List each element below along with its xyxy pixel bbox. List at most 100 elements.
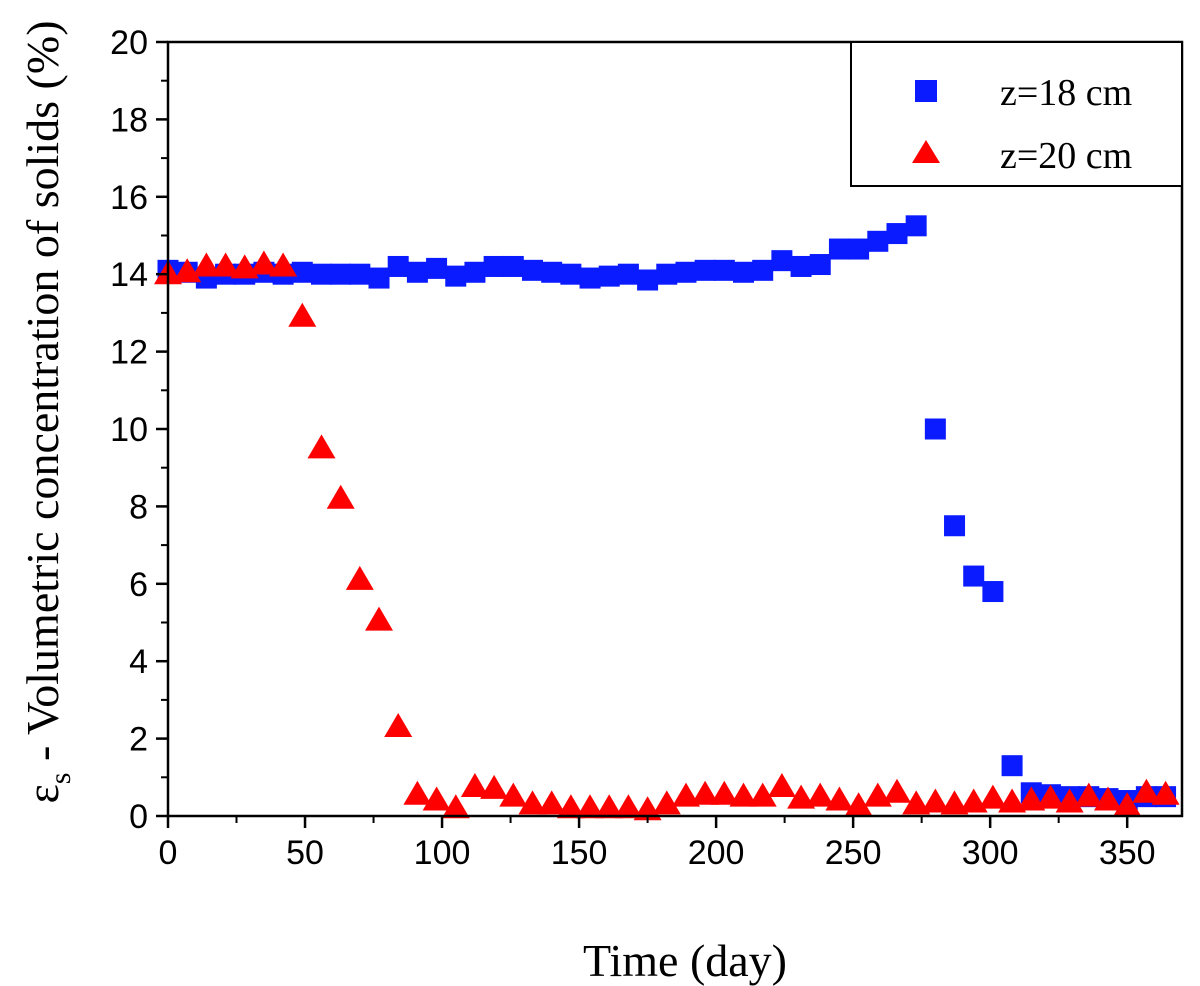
data-point-z20 — [518, 790, 547, 815]
data-point-z18 — [886, 223, 908, 245]
x-tick-label: 250 — [825, 834, 882, 872]
y-tick-label: 6 — [129, 566, 148, 604]
data-point-z20 — [940, 790, 969, 815]
data-point-z18 — [848, 238, 870, 260]
data-point-z20 — [269, 252, 298, 277]
data-point-z18 — [828, 238, 850, 260]
data-point-z18 — [387, 255, 409, 277]
data-point-z18 — [637, 269, 659, 291]
x-axis: 0 50 100 150 200 250 300 350 — [159, 816, 1156, 872]
x-axis-title: Time (day) — [583, 935, 787, 986]
data-point-z20 — [863, 782, 892, 807]
y-tick-label: 14 — [110, 256, 148, 294]
data-point-z18 — [560, 263, 582, 285]
data-point-z20 — [844, 792, 873, 817]
data-point-z20 — [748, 782, 777, 807]
data-point-z20 — [1094, 786, 1122, 811]
data-point-z18 — [617, 263, 639, 285]
data-point-z20 — [652, 790, 681, 815]
data-point-z20 — [921, 788, 950, 813]
data-point-z20 — [672, 782, 700, 807]
legend-box — [850, 41, 1183, 187]
data-point-z20 — [480, 774, 509, 799]
legend-label-z20: z=20 cm — [1000, 135, 1132, 177]
y-tick-label: 8 — [129, 488, 148, 526]
data-point-z20 — [365, 606, 393, 631]
data-point-z20 — [614, 794, 643, 819]
x-tick-label: 50 — [286, 834, 324, 872]
y-tick-label: 0 — [129, 798, 148, 836]
data-point-z18 — [541, 261, 563, 283]
data-point-z20 — [192, 252, 221, 277]
x-tick-label: 200 — [688, 834, 745, 872]
data-point-z20 — [806, 782, 835, 807]
data-point-z20 — [595, 794, 624, 819]
y-tick-label: 2 — [129, 721, 148, 759]
data-point-z20 — [537, 790, 566, 815]
y-axis: 0 2 4 6 8 10 12 14 16 18 20 — [110, 24, 168, 836]
data-point-z18 — [521, 259, 543, 281]
x-tick-label: 150 — [551, 834, 608, 872]
data-point-z18 — [349, 263, 371, 285]
data-point-z18 — [694, 259, 716, 281]
data-point-z20 — [1151, 780, 1180, 805]
data-point-z20 — [576, 794, 604, 819]
y-tick-label: 4 — [129, 643, 148, 681]
legend-triangle-marker — [912, 140, 940, 163]
data-point-z20 — [460, 773, 489, 797]
data-point-z20 — [691, 780, 720, 805]
data-point-z18 — [656, 263, 678, 285]
data-point-z20 — [249, 250, 278, 275]
data-point-z20 — [787, 784, 816, 809]
data-point-z20 — [1036, 784, 1065, 809]
data-point-z18 — [330, 263, 352, 285]
data-point-z20 — [211, 252, 240, 277]
data-point-z18 — [924, 418, 946, 440]
y-tick-label: 10 — [110, 411, 148, 449]
data-point-z18 — [483, 255, 505, 277]
data-point-z18 — [310, 263, 332, 285]
x-tick-label: 0 — [159, 834, 178, 872]
y-axis-title-symbol: ε — [17, 784, 68, 803]
data-point-z20 — [883, 778, 911, 803]
data-point-z20 — [556, 794, 585, 819]
data-point-z18 — [771, 250, 793, 272]
data-point-z18 — [406, 261, 428, 283]
data-point-z18 — [464, 261, 486, 283]
legend: z=18 cm z=20 cm — [850, 41, 1183, 187]
data-point-z20 — [403, 780, 432, 805]
y-tick-label: 16 — [110, 179, 148, 217]
data-point-z18 — [809, 254, 831, 276]
x-tick-label: 300 — [962, 834, 1019, 872]
data-point-z20 — [1017, 786, 1046, 811]
data-point-z20 — [422, 786, 451, 811]
data-point-z20 — [902, 790, 931, 815]
data-point-z20 — [345, 565, 374, 590]
x-tick-label: 350 — [1099, 834, 1156, 872]
data-point-z20 — [767, 773, 796, 797]
data-point-z18 — [675, 261, 697, 283]
data-point-z18 — [1001, 755, 1023, 777]
data-point-z20 — [326, 484, 355, 509]
data-point-z20 — [1113, 792, 1142, 817]
data-point-z20 — [978, 784, 1007, 809]
data-point-z20 — [825, 786, 854, 811]
data-point-z18 — [713, 259, 735, 281]
y-axis-title-subscript: s — [44, 773, 77, 785]
legend-square-marker — [915, 80, 937, 102]
data-point-z18 — [579, 267, 601, 289]
data-point-z20 — [441, 794, 470, 819]
x-tick-label: 100 — [414, 834, 471, 872]
data-point-z18 — [963, 565, 985, 587]
data-point-z18 — [445, 265, 467, 287]
data-point-z20 — [1132, 778, 1161, 803]
data-point-z18 — [790, 255, 812, 277]
data-point-z18 — [867, 230, 889, 252]
legend-label-z18: z=18 cm — [1000, 72, 1132, 114]
y-axis-title: εs - Volumetric concentration of solids … — [17, 20, 77, 803]
data-point-z18 — [426, 257, 448, 279]
data-point-z20 — [1074, 782, 1103, 807]
data-point-z20 — [499, 782, 528, 807]
data-point-z18 — [752, 259, 774, 281]
